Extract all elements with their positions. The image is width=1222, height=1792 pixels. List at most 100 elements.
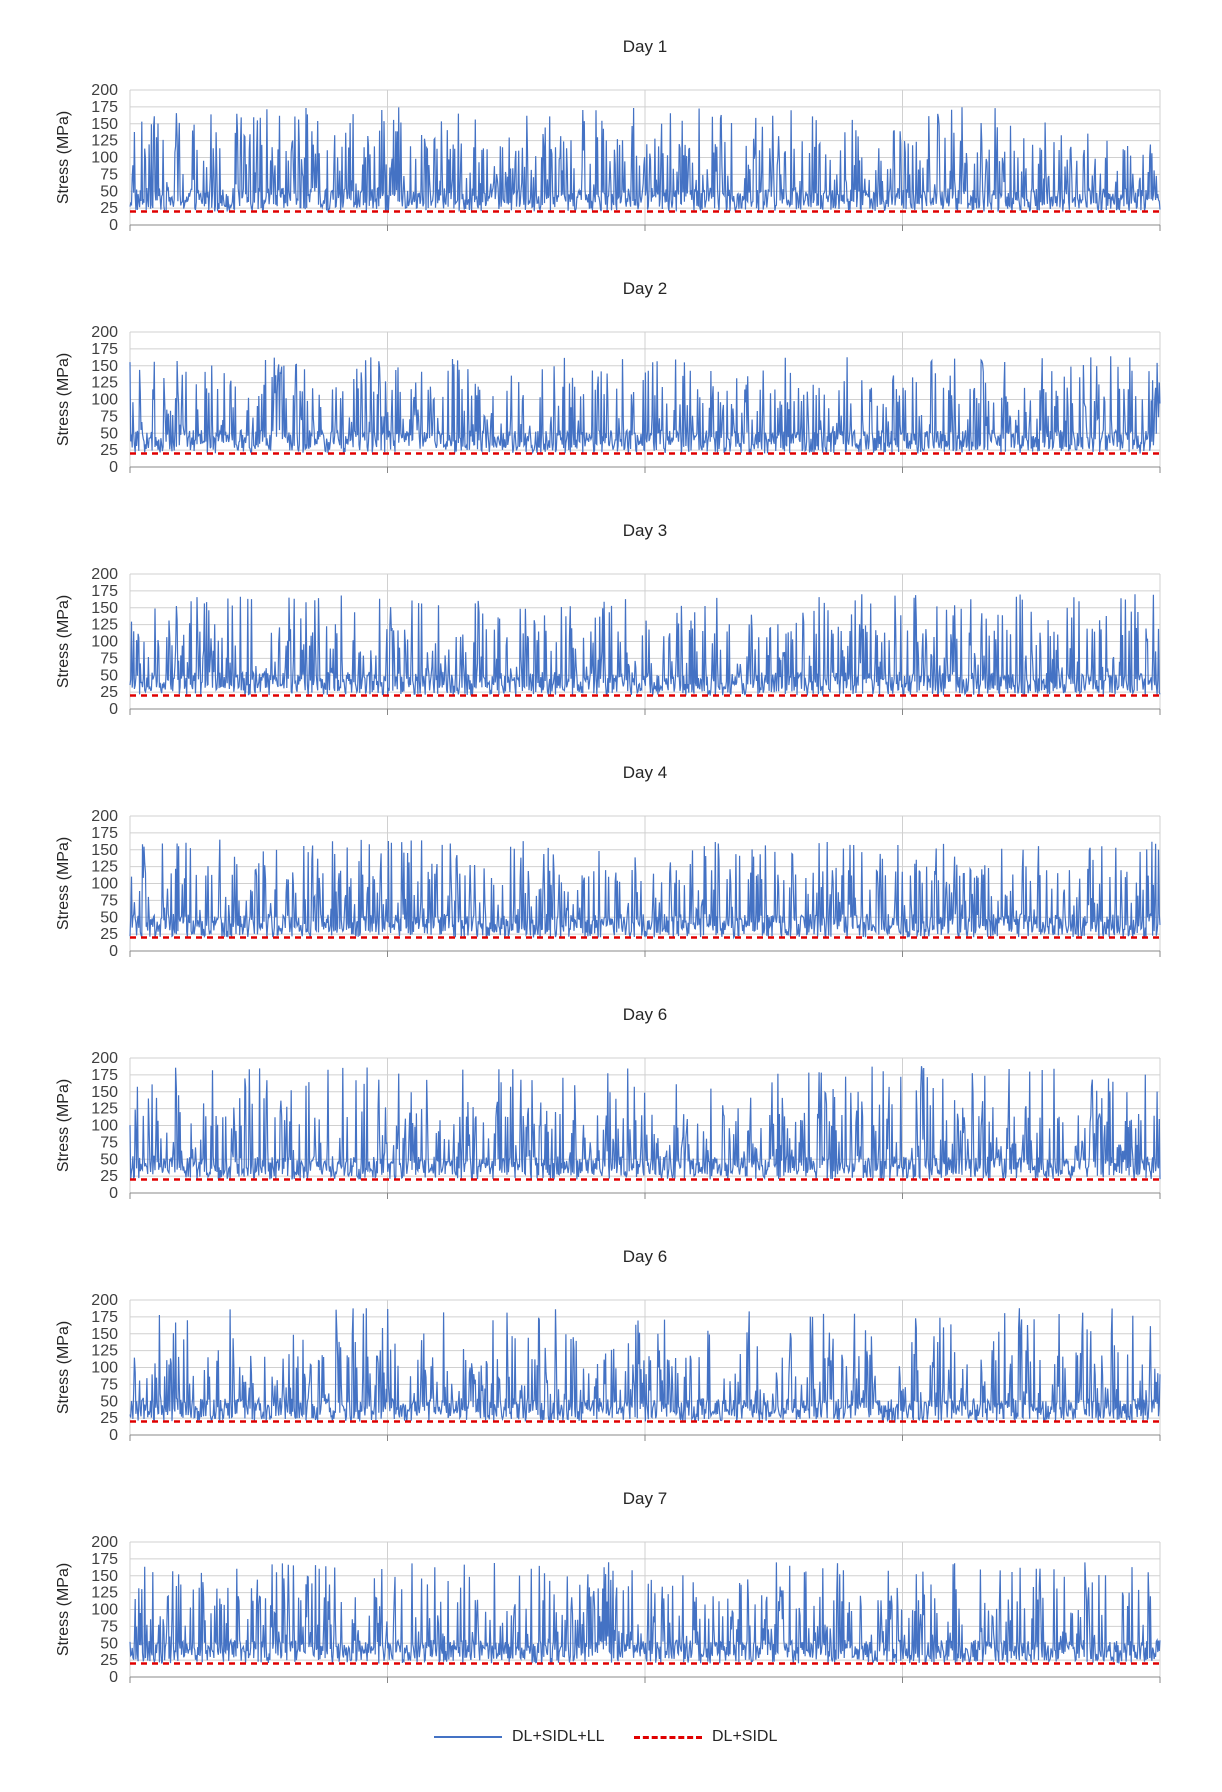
y-tick-label: 25 bbox=[100, 1410, 118, 1427]
y-tick-label: 0 bbox=[109, 459, 118, 476]
chart-panel: Day 1 0 25 50 75 100 125 150 175 200 Stress (MPa) bbox=[0, 20, 1222, 260]
legend-swatch-solid bbox=[434, 1736, 502, 1738]
chart-title: Day 7 bbox=[623, 1489, 667, 1508]
y-tick-label: 75 bbox=[100, 1134, 118, 1151]
y-tick-label: 25 bbox=[100, 684, 118, 701]
y-tick-label: 100 bbox=[91, 392, 118, 409]
y-tick-label: 100 bbox=[91, 1602, 118, 1619]
y-tick-label: 175 bbox=[91, 1551, 118, 1568]
y-tick-label: 0 bbox=[109, 943, 118, 960]
y-axis-label: Stress (MPa) bbox=[55, 595, 72, 688]
y-tick-label: 75 bbox=[100, 408, 118, 425]
chart-panel: Day 4 0 25 50 75 100 125 150 175 200 Stress (MPa) bbox=[0, 746, 1222, 986]
legend-label: DL+SIDL+LL bbox=[512, 1728, 605, 1745]
y-tick-label: 150 bbox=[91, 600, 118, 617]
y-tick-label: 0 bbox=[109, 1669, 118, 1686]
y-tick-label: 100 bbox=[91, 634, 118, 651]
y-tick-label: 200 bbox=[91, 1050, 118, 1067]
chart-title: Day 6 bbox=[623, 1247, 667, 1266]
y-tick-label: 75 bbox=[100, 892, 118, 909]
chart-panel: Day 7 0 25 50 75 100 125 150 175 200 Stress (MPa) bbox=[0, 1472, 1222, 1712]
series-line-live-load bbox=[129, 594, 1161, 697]
y-tick-label: 25 bbox=[100, 200, 118, 217]
chart-title: Day 1 bbox=[623, 37, 667, 56]
y-tick-label: 50 bbox=[100, 425, 118, 442]
y-tick-label: 175 bbox=[91, 99, 118, 116]
y-tick-label: 25 bbox=[100, 1652, 118, 1669]
y-tick-label: 50 bbox=[100, 1635, 118, 1652]
y-tick-label: 50 bbox=[100, 1393, 118, 1410]
y-tick-label: 175 bbox=[91, 1309, 118, 1326]
y-tick-label: 75 bbox=[100, 1618, 118, 1635]
chart-title: Day 2 bbox=[623, 279, 667, 298]
y-tick-label: 75 bbox=[100, 650, 118, 667]
y-tick-label: 125 bbox=[91, 375, 118, 392]
y-axis-label: Stress (MPa) bbox=[55, 837, 72, 930]
y-tick-label: 200 bbox=[91, 1534, 118, 1551]
y-tick-label: 175 bbox=[91, 341, 118, 358]
legend-item-live-load: DL+SIDL+LL bbox=[434, 1722, 605, 1752]
series-line-live-load bbox=[129, 1308, 1161, 1424]
y-tick-label: 200 bbox=[91, 324, 118, 341]
y-tick-label: 150 bbox=[91, 1084, 118, 1101]
y-tick-label: 50 bbox=[100, 1151, 118, 1168]
y-tick-label: 0 bbox=[109, 217, 118, 234]
y-tick-label: 50 bbox=[100, 183, 118, 200]
chart-panel: Day 2 0 25 50 75 100 125 150 175 200 Stress (MPa) bbox=[0, 262, 1222, 502]
y-tick-label: 50 bbox=[100, 667, 118, 684]
y-tick-label: 0 bbox=[109, 701, 118, 718]
y-tick-label: 0 bbox=[109, 1185, 118, 1202]
legend-item-dead-load: DL+SIDL bbox=[634, 1722, 777, 1752]
series-line-live-load bbox=[129, 1562, 1161, 1664]
series-line-live-load bbox=[129, 107, 1161, 213]
y-tick-label: 100 bbox=[91, 876, 118, 893]
y-axis-label: Stress (MPa) bbox=[55, 1079, 72, 1172]
y-tick-label: 200 bbox=[91, 1292, 118, 1309]
chart-panel: Day 6 0 25 50 75 100 125 150 175 200 Stress (MPa) bbox=[0, 988, 1222, 1228]
y-tick-label: 200 bbox=[91, 808, 118, 825]
y-tick-label: 150 bbox=[91, 358, 118, 375]
y-tick-label: 175 bbox=[91, 583, 118, 600]
y-tick-label: 50 bbox=[100, 909, 118, 926]
y-tick-label: 125 bbox=[91, 133, 118, 150]
y-axis-label: Stress (MPa) bbox=[55, 1321, 72, 1414]
y-tick-label: 200 bbox=[91, 82, 118, 99]
y-tick-label: 100 bbox=[91, 1360, 118, 1377]
y-tick-label: 150 bbox=[91, 1326, 118, 1343]
y-tick-label: 25 bbox=[100, 1168, 118, 1185]
chart-title: Day 4 bbox=[623, 763, 667, 782]
legend-swatch-dashed bbox=[634, 1735, 702, 1739]
y-tick-label: 75 bbox=[100, 166, 118, 183]
y-tick-label: 25 bbox=[100, 442, 118, 459]
series-line-live-load bbox=[129, 356, 1161, 456]
series-line-live-load bbox=[129, 1066, 1161, 1181]
y-tick-label: 150 bbox=[91, 116, 118, 133]
y-axis-label: Stress (MPa) bbox=[55, 111, 72, 204]
y-tick-label: 25 bbox=[100, 926, 118, 943]
y-tick-label: 0 bbox=[109, 1427, 118, 1444]
legend-label: DL+SIDL bbox=[712, 1728, 778, 1745]
y-tick-label: 100 bbox=[91, 150, 118, 167]
chart-panel: Day 6 0 25 50 75 100 125 150 175 200 Stress (MPa) bbox=[0, 1230, 1222, 1470]
chart-legend: DL+SIDL+LL DL+SIDL bbox=[0, 1722, 1222, 1762]
y-tick-label: 125 bbox=[91, 859, 118, 876]
y-tick-label: 100 bbox=[91, 1118, 118, 1135]
y-tick-label: 150 bbox=[91, 842, 118, 859]
y-axis-label: Stress (MPa) bbox=[55, 1563, 72, 1656]
y-tick-label: 175 bbox=[91, 825, 118, 842]
y-tick-label: 125 bbox=[91, 1585, 118, 1602]
y-tick-label: 125 bbox=[91, 617, 118, 634]
y-tick-label: 200 bbox=[91, 566, 118, 583]
chart-title: Day 3 bbox=[623, 521, 667, 540]
y-tick-label: 125 bbox=[91, 1343, 118, 1360]
y-tick-label: 125 bbox=[91, 1101, 118, 1118]
y-axis-label: Stress (MPa) bbox=[55, 353, 72, 446]
